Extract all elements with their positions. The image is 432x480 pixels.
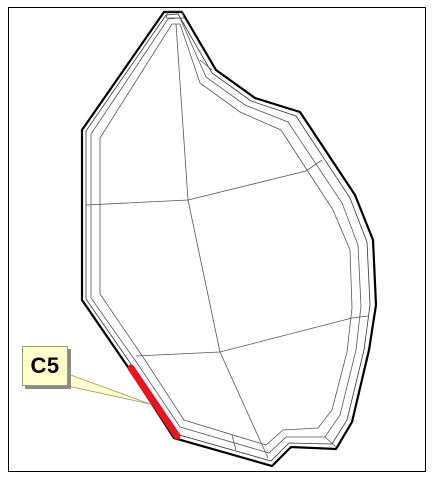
mesh-line-vertical-low — [220, 352, 268, 458]
mesh-spoke-bottom-right — [325, 437, 336, 447]
mesh-line-vertical-mid — [188, 200, 220, 352]
boundary-offset-1 — [86, 14, 370, 461]
callout-label-box: C5 — [22, 346, 68, 386]
callout-label-text: C5 — [30, 353, 59, 379]
mesh-line-vertical-top — [176, 24, 188, 200]
mesh-line-horizontal-lower — [136, 316, 368, 356]
viewport-frame — [9, 8, 426, 472]
mesh-lines — [86, 24, 368, 458]
edge-c5-highlight[interactable] — [131, 368, 177, 436]
mesh-line-horizontal-upper — [86, 160, 322, 205]
